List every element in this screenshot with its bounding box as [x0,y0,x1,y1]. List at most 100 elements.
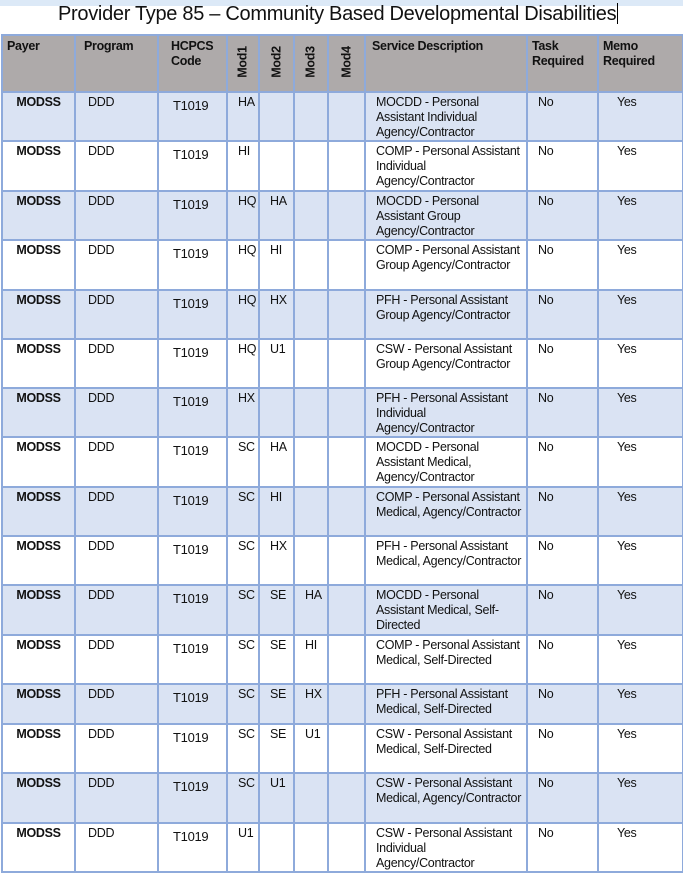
cell-description: MOCDD - Personal Assistant Medical, Agen… [364,436,528,488]
cell-mod4 [327,338,366,389]
cell-payer: MODSS [1,822,76,873]
table-row: MODSS DDD T1019 HQ HA MOCDD - Personal Assist… [1,190,683,241]
header-payer: Payer [1,34,76,93]
cell-mod1: U1 [226,822,260,873]
cell-mod1: SC [226,683,260,725]
header-mod3: Mod3 [293,34,329,93]
cell-code: T1019 [157,683,228,725]
table-row: MODSS DDD T1019 SC SE U1 CSW - Personal Assist… [1,723,683,774]
cell-mod3 [293,190,329,241]
cell-mod2 [258,822,295,873]
cell-mod2 [258,91,295,142]
cell-mod2: HA [258,190,295,241]
cell-payer: MODSS [1,683,76,725]
cell-mod4 [327,634,366,685]
cell-memo: Yes [597,239,683,291]
cell-description: CSW - Personal Assistant Medical, Agency… [364,772,528,824]
cell-program: DDD [74,239,159,291]
cell-mod3: HI [293,634,329,685]
cell-description: COMP - Personal Assistant Medical, Self-… [364,634,528,685]
header-mod2: Mod2 [258,34,295,93]
cell-mod2: HX [258,535,295,586]
cell-payer: MODSS [1,338,76,389]
cell-mod1: SC [226,486,260,537]
table-row: MODSS DDD T1019 HQ HX PFH - Personal Assistan… [1,289,683,340]
cell-description: PFH - Personal Assistant Individual Agen… [364,387,528,438]
cell-mod1: HI [226,140,260,192]
header-memo: Memo Required [597,34,683,93]
cell-mod3: HA [293,584,329,636]
cell-mod1: SC [226,634,260,685]
cell-code: T1019 [157,723,228,774]
cell-memo: Yes [597,584,683,636]
page-title: Provider Type 85 – Community Based Devel… [58,3,619,26]
cell-mod1: HQ [226,190,260,241]
cell-mod3 [293,535,329,586]
cell-mod2: HX [258,289,295,340]
cell-task: No [526,634,599,685]
cell-description: MOCDD - Personal Assistant Medical, Self… [364,584,528,636]
cell-task: No [526,289,599,340]
cell-description: CSW - Personal Assistant Individual Agen… [364,822,528,873]
cell-mod2: SE [258,723,295,774]
cell-mod3 [293,772,329,824]
provider-table: Payer Program HCPCS Code Mod1 Mod2 Mod3 … [1,34,683,873]
cell-mod3 [293,822,329,873]
cell-mod4 [327,486,366,537]
cell-mod2: SE [258,683,295,725]
table-row: MODSS DDD T1019 SC SE HX PFH - Personal Assist… [1,683,683,725]
cell-mod3: U1 [293,723,329,774]
cell-description: PFH - Personal Assistant Group Agency/Co… [364,289,528,340]
cell-program: DDD [74,387,159,438]
cell-payer: MODSS [1,634,76,685]
cell-mod1: HQ [226,338,260,389]
cell-mod3 [293,289,329,340]
cell-mod3: HX [293,683,329,725]
table-row: MODSS DDD T1019 SC HA MOCDD - Personal Assist… [1,436,683,488]
cell-memo: Yes [597,91,683,142]
top-band [0,0,683,6]
cell-task: No [526,387,599,438]
text-cursor [617,3,619,24]
cell-mod2: SE [258,584,295,636]
cell-description: CSW - Personal Assistant Group Agency/Co… [364,338,528,389]
cell-memo: Yes [597,683,683,725]
cell-code: T1019 [157,436,228,488]
cell-task: No [526,190,599,241]
cell-mod2 [258,387,295,438]
cell-task: No [526,584,599,636]
cell-description: CSW - Personal Assistant Medical, Self-D… [364,723,528,774]
header-row: Payer Program HCPCS Code Mod1 Mod2 Mod3 … [1,34,683,93]
cell-mod4 [327,584,366,636]
cell-code: T1019 [157,584,228,636]
cell-mod4 [327,436,366,488]
cell-memo: Yes [597,634,683,685]
cell-code: T1019 [157,239,228,291]
cell-code: T1019 [157,822,228,873]
table-row: MODSS DDD T1019 HQ U1 CSW - Personal Assistan… [1,338,683,389]
cell-task: No [526,338,599,389]
cell-task: No [526,91,599,142]
header-description: Service Description [364,34,528,93]
cell-mod4 [327,289,366,340]
cell-mod1: SC [226,535,260,586]
header-task: Task Required [526,34,599,93]
cell-mod3 [293,387,329,438]
table-row: MODSS DDD T1019 HQ HI COMP - Personal Assista… [1,239,683,291]
cell-description: COMP - Personal Assistant Group Agency/C… [364,239,528,291]
cell-payer: MODSS [1,436,76,488]
title-text: Provider Type 85 – Community Based Devel… [58,3,617,25]
cell-program: DDD [74,338,159,389]
cell-mod4 [327,822,366,873]
cell-payer: MODSS [1,486,76,537]
cell-program: DDD [74,486,159,537]
cell-mod1: HX [226,387,260,438]
cell-mod2 [258,140,295,192]
cell-mod1: SC [226,723,260,774]
table-row: MODSS DDD T1019 SC HX PFH - Personal Assistan… [1,535,683,586]
table-row: MODSS DDD T1019 SC HI COMP - Personal Assista… [1,486,683,537]
cell-code: T1019 [157,140,228,192]
cell-program: DDD [74,634,159,685]
cell-mod4 [327,387,366,438]
cell-payer: MODSS [1,239,76,291]
